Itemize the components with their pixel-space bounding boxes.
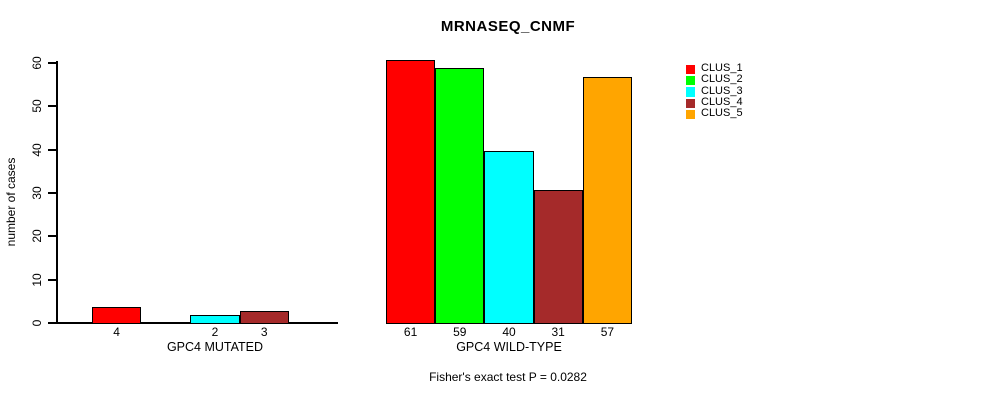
bar-value-label: 31: [551, 325, 565, 339]
annotation-text: Fisher's exact test P = 0.0282: [429, 370, 587, 384]
legend-label: CLUS_4: [701, 96, 743, 109]
bar-clus_1-wildtype: [386, 60, 436, 324]
legend-swatch-clus_3: [685, 87, 695, 97]
bar-value-label: 40: [502, 325, 516, 339]
y-tick-label: 60: [30, 56, 44, 70]
legend-swatch-clus_4: [685, 98, 695, 109]
chart-title: MRNASEQ_CNMF: [440, 18, 576, 35]
bar-value-label: 3: [260, 325, 268, 339]
bar-clus_5-wildtype: [582, 77, 632, 324]
y-tick-mark: [48, 62, 56, 64]
bar-value-label: 61: [403, 325, 418, 339]
y-tick-mark: [48, 322, 56, 324]
y-tick-label: 0: [30, 319, 44, 327]
y-tick-mark: [48, 235, 56, 238]
bar-clus_2-wildtype: [435, 68, 485, 324]
legend-swatch-clus_5: [685, 109, 695, 120]
bar-value-label: 4: [113, 325, 120, 339]
bar-value-label: 57: [600, 325, 615, 339]
legend-label: CLUS_2: [701, 73, 743, 86]
bar-clus_4-mutated: [239, 311, 289, 324]
bar-clus_3-mutated: [190, 315, 240, 324]
legend-label: CLUS_1: [701, 62, 743, 74]
y-tick-mark: [48, 278, 56, 281]
bar-clus_1-mutated: [92, 307, 142, 324]
y-tick-mark: [48, 105, 56, 108]
bar-value-label: 2: [211, 325, 219, 339]
bar-clus_3-wildtype: [484, 151, 534, 324]
y-tick-label: 40: [30, 142, 44, 157]
bar-value-label: 59: [453, 325, 467, 339]
y-tick-label: 50: [30, 99, 44, 114]
bar-clus_4-wildtype: [533, 190, 583, 324]
group-label: GPC4 MUTATED: [166, 340, 264, 354]
legend-label: CLUS_3: [701, 84, 743, 97]
legend-label: CLUS_5: [701, 107, 743, 120]
y-axis-title: number of cases: [4, 157, 18, 247]
y-tick-label: 10: [30, 272, 44, 287]
y-tick-label: 30: [30, 186, 44, 200]
y-tick-mark: [48, 192, 56, 194]
y-tick-label: 20: [30, 229, 44, 244]
y-tick-mark: [48, 148, 56, 151]
group-label: GPC4 WILD-TYPE: [456, 340, 562, 354]
legend-swatch-clus_1: [685, 64, 695, 74]
y-axis-line: [56, 61, 58, 324]
legend-swatch-clus_2: [685, 75, 695, 86]
